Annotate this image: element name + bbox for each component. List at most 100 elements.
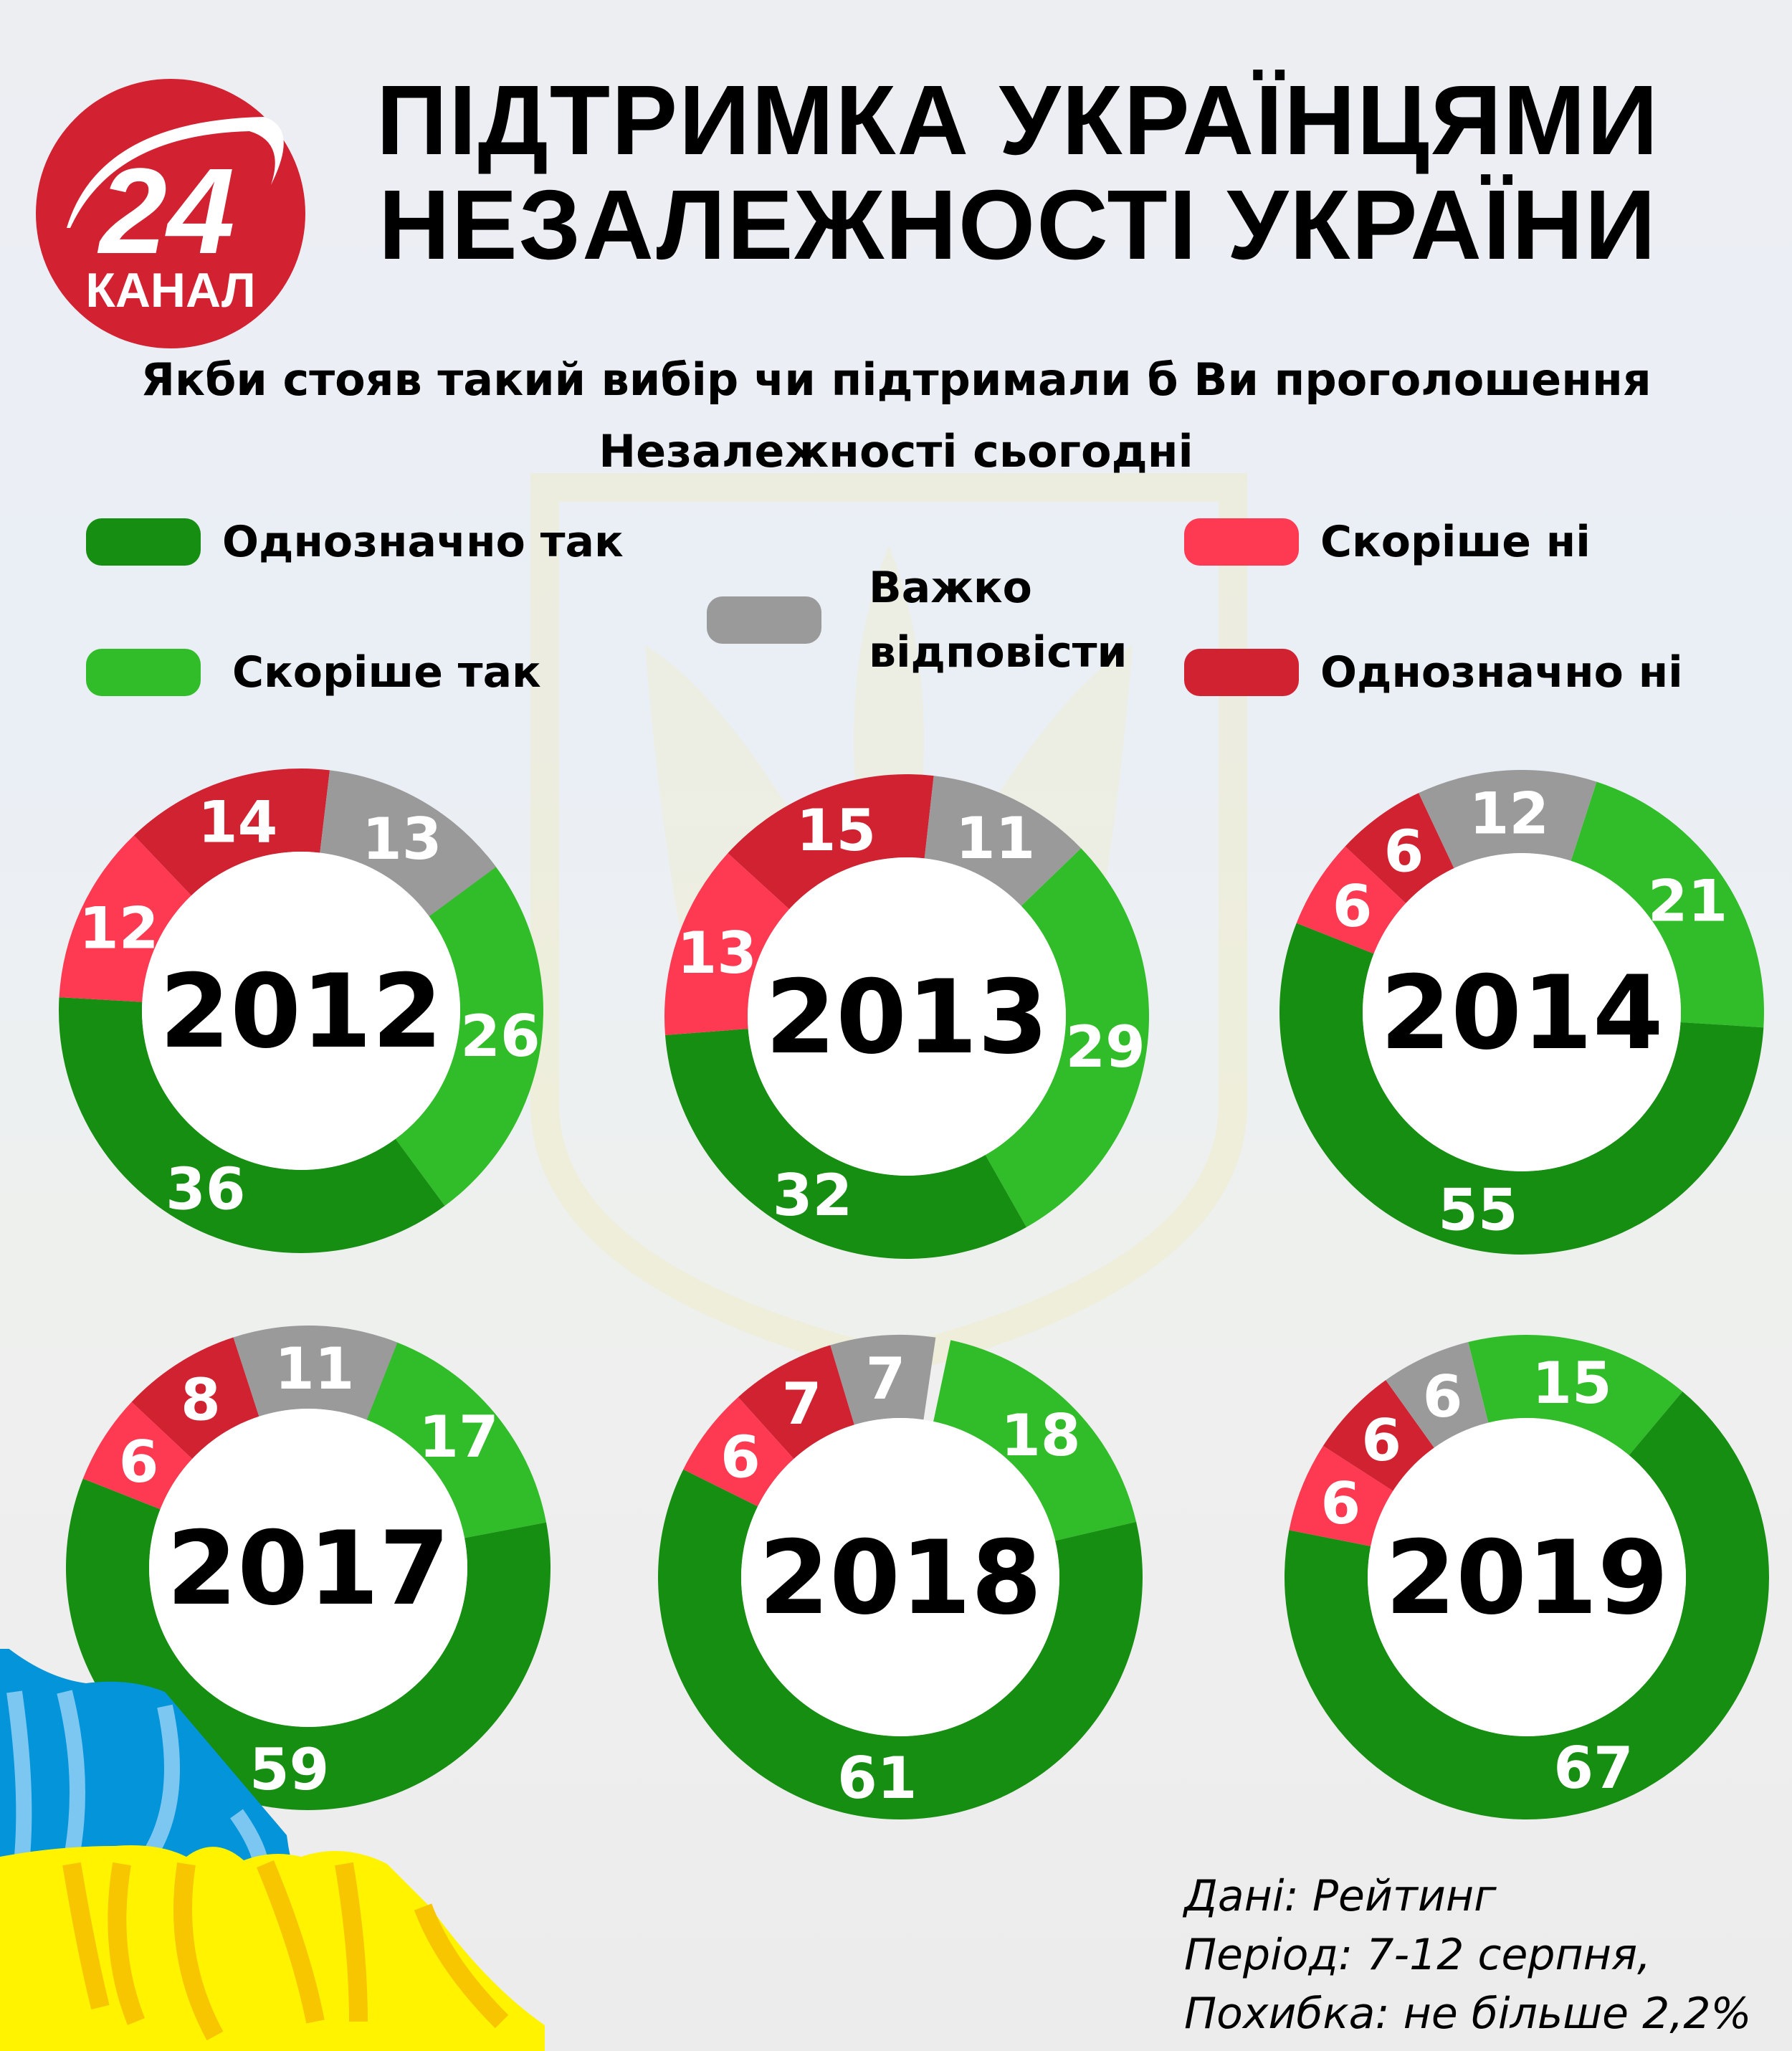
segment-value-label: 17 <box>419 1404 498 1470</box>
donut-segment-definitely-no <box>133 768 330 896</box>
donut-hole <box>741 1418 1059 1736</box>
donut-hole <box>142 852 460 1170</box>
donut-hole <box>748 857 1066 1176</box>
segment-value-label: 7 <box>866 1346 906 1412</box>
donut-chart-2013: 29 32 13 15 11 2013 <box>664 774 1149 1259</box>
donut-segment-hard-to-say <box>320 770 497 917</box>
legend-label: Важко відповісти <box>869 563 1128 677</box>
segment-value-label: 6 <box>1333 873 1373 940</box>
legend-item-rather-yes: Скоріше так <box>86 641 541 704</box>
logo-swoosh-icon <box>67 117 284 228</box>
donut-segment-rather-no <box>1296 846 1406 954</box>
legend-item-hard-to-say: Важко відповісти <box>707 556 1128 685</box>
donut-segment-definitely-yes <box>658 1469 1143 1819</box>
segment-value-label: 29 <box>1065 1014 1145 1080</box>
segment-value-label: 55 <box>1438 1176 1517 1243</box>
source-line-period: Період: 7-12 серпня, <box>1184 1930 1652 1980</box>
segment-value-label: 14 <box>198 789 277 855</box>
title-line-1: ПІДТРИМКА УКРАЇНЦЯМИ <box>376 65 1660 176</box>
donut-chart-2019: 15 67 666 2019 <box>1285 1335 1769 1820</box>
legend-swatch-red <box>1184 649 1299 696</box>
legend-swatch-gray <box>707 596 821 644</box>
donut-segment-rather-no <box>59 835 191 1002</box>
donut-segment-hard-to-say <box>233 1326 398 1420</box>
legend-item-definitely-yes: Однозначно так <box>86 510 624 574</box>
segment-value-label: 61 <box>837 1745 917 1812</box>
donut-year-label: 2012 <box>159 953 442 1071</box>
legend-label: Однозначно ні <box>1320 647 1683 698</box>
legend-swatch-light-green <box>86 649 201 696</box>
segment-value-label: 6 <box>720 1424 761 1491</box>
segment-value-label: 13 <box>677 920 757 986</box>
segment-value-label: 6 <box>1361 1407 1401 1474</box>
segment-value-label: 15 <box>1532 1350 1611 1417</box>
segment-value-label: 18 <box>1001 1402 1080 1469</box>
segment-value-label: 67 <box>1553 1735 1633 1802</box>
segment-value-label: 12 <box>79 895 158 962</box>
source-line-error: Похибка: не більше 2,2% <box>1184 1989 1752 2039</box>
segment-value-label: 59 <box>249 1736 329 1803</box>
segment-value-label: 32 <box>773 1162 852 1229</box>
donut-year-label: 2019 <box>1385 1519 1668 1637</box>
donut-segment-definitely-yes <box>1285 1391 1769 1820</box>
donut-chart-2014: 21 55 66 12 2014 <box>1279 769 1764 1255</box>
donut-year-label: 2013 <box>765 958 1048 1077</box>
segment-value-label: 8 <box>181 1367 221 1434</box>
legend-label: Однозначно так <box>222 517 624 567</box>
page-title: ПІДТРИМКА УКРАЇНЦЯМИ НЕЗАЛЕЖНОСТІ УКРАЇН… <box>337 68 1699 277</box>
segment-value-label: 11 <box>955 805 1035 872</box>
ukrainian-flag-icon <box>0 1649 545 2051</box>
subtitle-line-1: Якби стояв такий вибір чи підтримали б В… <box>140 353 1652 406</box>
legend-item-rather-no: Скоріше ні <box>1184 510 1591 574</box>
donut-segment-definitely-no <box>1345 793 1454 904</box>
donut-segment-rather-no <box>82 1402 193 1510</box>
legend-label: Скоріше так <box>232 647 541 698</box>
segment-value-label: 36 <box>166 1156 245 1222</box>
segment-value-label: 6 <box>119 1429 159 1495</box>
donut-chart-2017: 17 59 68 11 2017 <box>66 1326 551 1810</box>
source-line-data: Дані: Рейтинг <box>1184 1871 1497 1921</box>
donut-year-label: 2018 <box>758 1519 1042 1637</box>
legend-swatch-dark-green <box>86 518 201 566</box>
donut-hole <box>1363 853 1681 1171</box>
chart-subtitle: Якби стояв такий вибір чи підтримали б В… <box>0 344 1792 487</box>
donut-segment-definitely-no <box>131 1337 259 1460</box>
donut-segment-definitely-yes <box>664 1029 1026 1259</box>
donut-segment-hard-to-say <box>924 776 1082 906</box>
donut-hole <box>1368 1418 1686 1736</box>
donut-segment-rather-yes <box>933 1340 1137 1541</box>
legend-item-definitely-no: Однозначно ні <box>1184 641 1683 704</box>
segment-value-label: 7 <box>782 1371 822 1437</box>
segment-value-label: 11 <box>275 1336 354 1402</box>
legend-swatch-pink <box>1184 518 1299 566</box>
donut-segment-rather-yes <box>395 855 543 1207</box>
donut-segment-rather-yes <box>985 848 1149 1227</box>
segment-value-label: 12 <box>1469 781 1549 847</box>
donut-year-label: 2014 <box>1380 954 1663 1072</box>
segment-value-label: 6 <box>1384 818 1424 885</box>
legend-label: Скоріше ні <box>1320 517 1591 567</box>
donut-segment-rather-no <box>664 853 790 1035</box>
donut-segment-rather-yes <box>1571 781 1764 1028</box>
donut-segment-hard-to-say <box>830 1335 936 1425</box>
source-note: Дані: Рейтинг Період: 7-12 серпня, Похиб… <box>1184 1867 1752 2043</box>
donut-segment-hard-to-say <box>1386 1342 1489 1448</box>
donut-year-label: 2017 <box>166 1510 449 1628</box>
segment-value-label: 21 <box>1648 868 1727 935</box>
channel-24-logo: 24 КАНАЛ <box>36 79 305 348</box>
donut-segment-rather-yes <box>357 1337 547 1538</box>
segment-value-label: 26 <box>460 1003 540 1070</box>
segment-value-label: 6 <box>1321 1470 1361 1537</box>
donut-segment-rather-no <box>1289 1445 1393 1546</box>
segment-value-label: 13 <box>362 806 442 872</box>
subtitle-line-2: Незалежності сьогодні <box>599 425 1193 477</box>
donut-chart-2012: 26 36 12 14 13 2012 <box>58 768 543 1254</box>
donut-segment-hard-to-say <box>1419 769 1597 869</box>
logo-word: КАНАЛ <box>85 263 255 318</box>
title-line-2: НЕЗАЛЕЖНОСТІ УКРАЇНИ <box>378 170 1657 280</box>
donut-segment-definitely-yes <box>58 997 445 1254</box>
logo-number: 24 <box>97 143 234 280</box>
segment-value-label: 6 <box>1423 1364 1463 1430</box>
